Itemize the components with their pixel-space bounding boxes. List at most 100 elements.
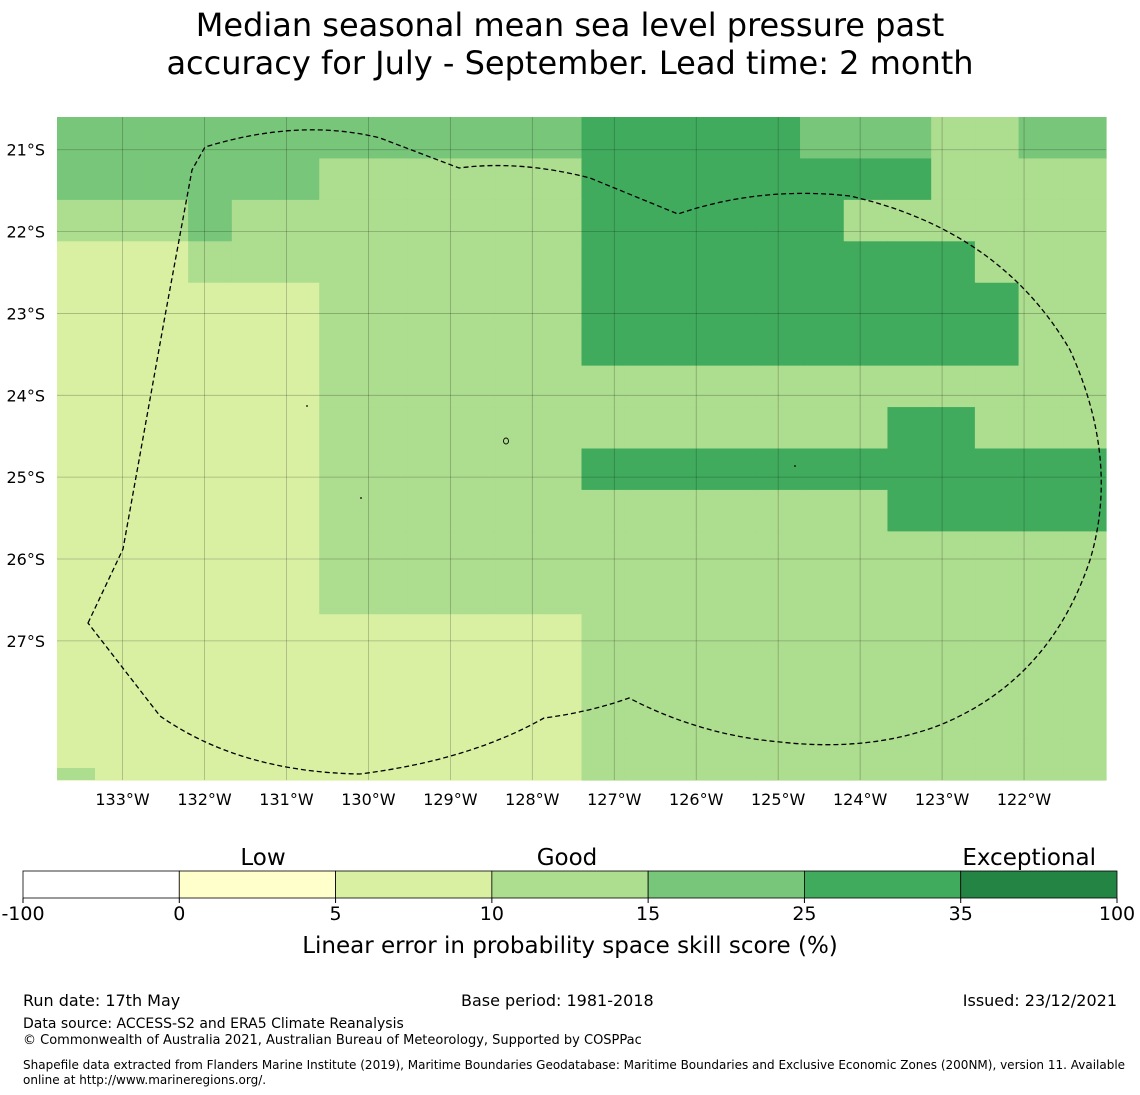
- grid-cell: [1018, 324, 1063, 367]
- grid-cell: [1062, 282, 1107, 325]
- grid-cell: [1062, 241, 1107, 284]
- grid-cell: [581, 365, 626, 408]
- grid-cell: [800, 365, 845, 408]
- grid-cell: [275, 572, 320, 615]
- grid-cell: [231, 241, 277, 284]
- grid-cell: [450, 448, 495, 491]
- grid-cell: [800, 448, 845, 491]
- grid-cell: [100, 489, 146, 532]
- grid-cell: [275, 324, 320, 367]
- grid-cell: [625, 117, 670, 160]
- grid-cell: [625, 199, 670, 242]
- grid-cell: [974, 655, 1020, 698]
- grid-cell: [581, 697, 626, 740]
- grid-cell: [406, 365, 451, 408]
- grid-cell: [625, 738, 670, 781]
- grid-cell: [231, 572, 277, 615]
- grid-cell: [450, 407, 495, 450]
- grid-cell: [188, 531, 233, 574]
- grid-cell: [625, 655, 670, 698]
- grid-cell: [931, 738, 976, 781]
- grid-cell: [494, 282, 539, 325]
- grid-cell: [406, 324, 451, 367]
- grid-cell: [494, 117, 539, 160]
- run-date: Run date: 17th May: [23, 991, 181, 1010]
- grid-cell: [188, 697, 233, 740]
- grid-cell: [756, 572, 801, 615]
- grid-cell: [756, 655, 801, 698]
- grid-cell: [406, 738, 451, 781]
- grid-cell: [494, 697, 539, 740]
- grid-cell: [756, 199, 801, 242]
- copyright: © Commonwealth of Australia 2021, Austra…: [23, 1033, 642, 1048]
- grid-cell: [362, 324, 408, 367]
- grid-cell: [581, 655, 626, 698]
- grid-cell: [974, 158, 1020, 201]
- colorbar-segment: [178, 870, 336, 899]
- grid-cell: [712, 158, 757, 201]
- grid-cell: [756, 531, 801, 574]
- grid-cell: [231, 199, 277, 242]
- grid-cell: [756, 117, 801, 160]
- grid-cell: [712, 531, 757, 574]
- island-marker: [360, 497, 362, 499]
- grid-cell: [625, 324, 670, 367]
- grid-cell: [668, 572, 714, 615]
- grid-cell: [1018, 738, 1063, 781]
- latitude-label: 21°S: [6, 141, 45, 160]
- grid-cell: [843, 448, 889, 491]
- grid-cell: [100, 738, 146, 781]
- grid-cell: [756, 282, 801, 325]
- map-title-line-1: Median seasonal mean sea level pressure …: [195, 6, 945, 44]
- grid-cell: [843, 489, 889, 532]
- grid-cell: [1018, 531, 1063, 574]
- grid-cell: [931, 324, 976, 367]
- grid-cell: [144, 282, 189, 325]
- grid-cell: [800, 241, 845, 284]
- grid-cell: [887, 614, 932, 657]
- grid-cell: [275, 655, 320, 698]
- colorbar-axis-label: Linear error in probability space skill …: [302, 933, 838, 959]
- grid-cell: [188, 324, 233, 367]
- grid-cell: [843, 572, 889, 615]
- grid-cell: [362, 489, 408, 532]
- grid-cell: [100, 572, 146, 615]
- grid-cell: [974, 117, 1020, 160]
- grid-cell: [537, 282, 583, 325]
- grid-cell: [668, 117, 714, 160]
- grid-cell: [843, 614, 889, 657]
- grid-cell: [843, 365, 889, 408]
- grid-cell: [537, 241, 583, 284]
- grid-cell: [494, 614, 539, 657]
- grid-cell: [275, 241, 320, 284]
- grid-cell: [1018, 158, 1063, 201]
- grid-cell: [494, 738, 539, 781]
- latitude-label: 23°S: [6, 304, 45, 323]
- grid-cell: [1018, 448, 1063, 491]
- grid-cell: [581, 614, 626, 657]
- grid-cell: [756, 697, 801, 740]
- grid-cell: [144, 199, 189, 242]
- grid-cell: [494, 365, 539, 408]
- grid-cell: [1062, 531, 1107, 574]
- grid-cell: [231, 365, 277, 408]
- grid-cell: [450, 199, 495, 242]
- grid-cell: [931, 158, 976, 201]
- grid-cell: [756, 241, 801, 284]
- grid-cell: [1062, 117, 1107, 160]
- grid-cell: [319, 448, 364, 491]
- grid-cell: [931, 117, 976, 160]
- grid-cell: [756, 407, 801, 450]
- skill-grid: [57, 117, 1107, 781]
- grid-cell: [537, 158, 583, 201]
- grid-cell: [800, 655, 845, 698]
- grid-cell: [581, 282, 626, 325]
- grid-cell: [144, 531, 189, 574]
- grid-cell: [625, 158, 670, 201]
- grid-cell: [887, 531, 932, 574]
- grid-cell: [931, 697, 976, 740]
- grid-cell: [144, 655, 189, 698]
- grid-cell: [319, 241, 364, 284]
- grid-cell: [1018, 407, 1063, 450]
- grid-cell: [231, 531, 277, 574]
